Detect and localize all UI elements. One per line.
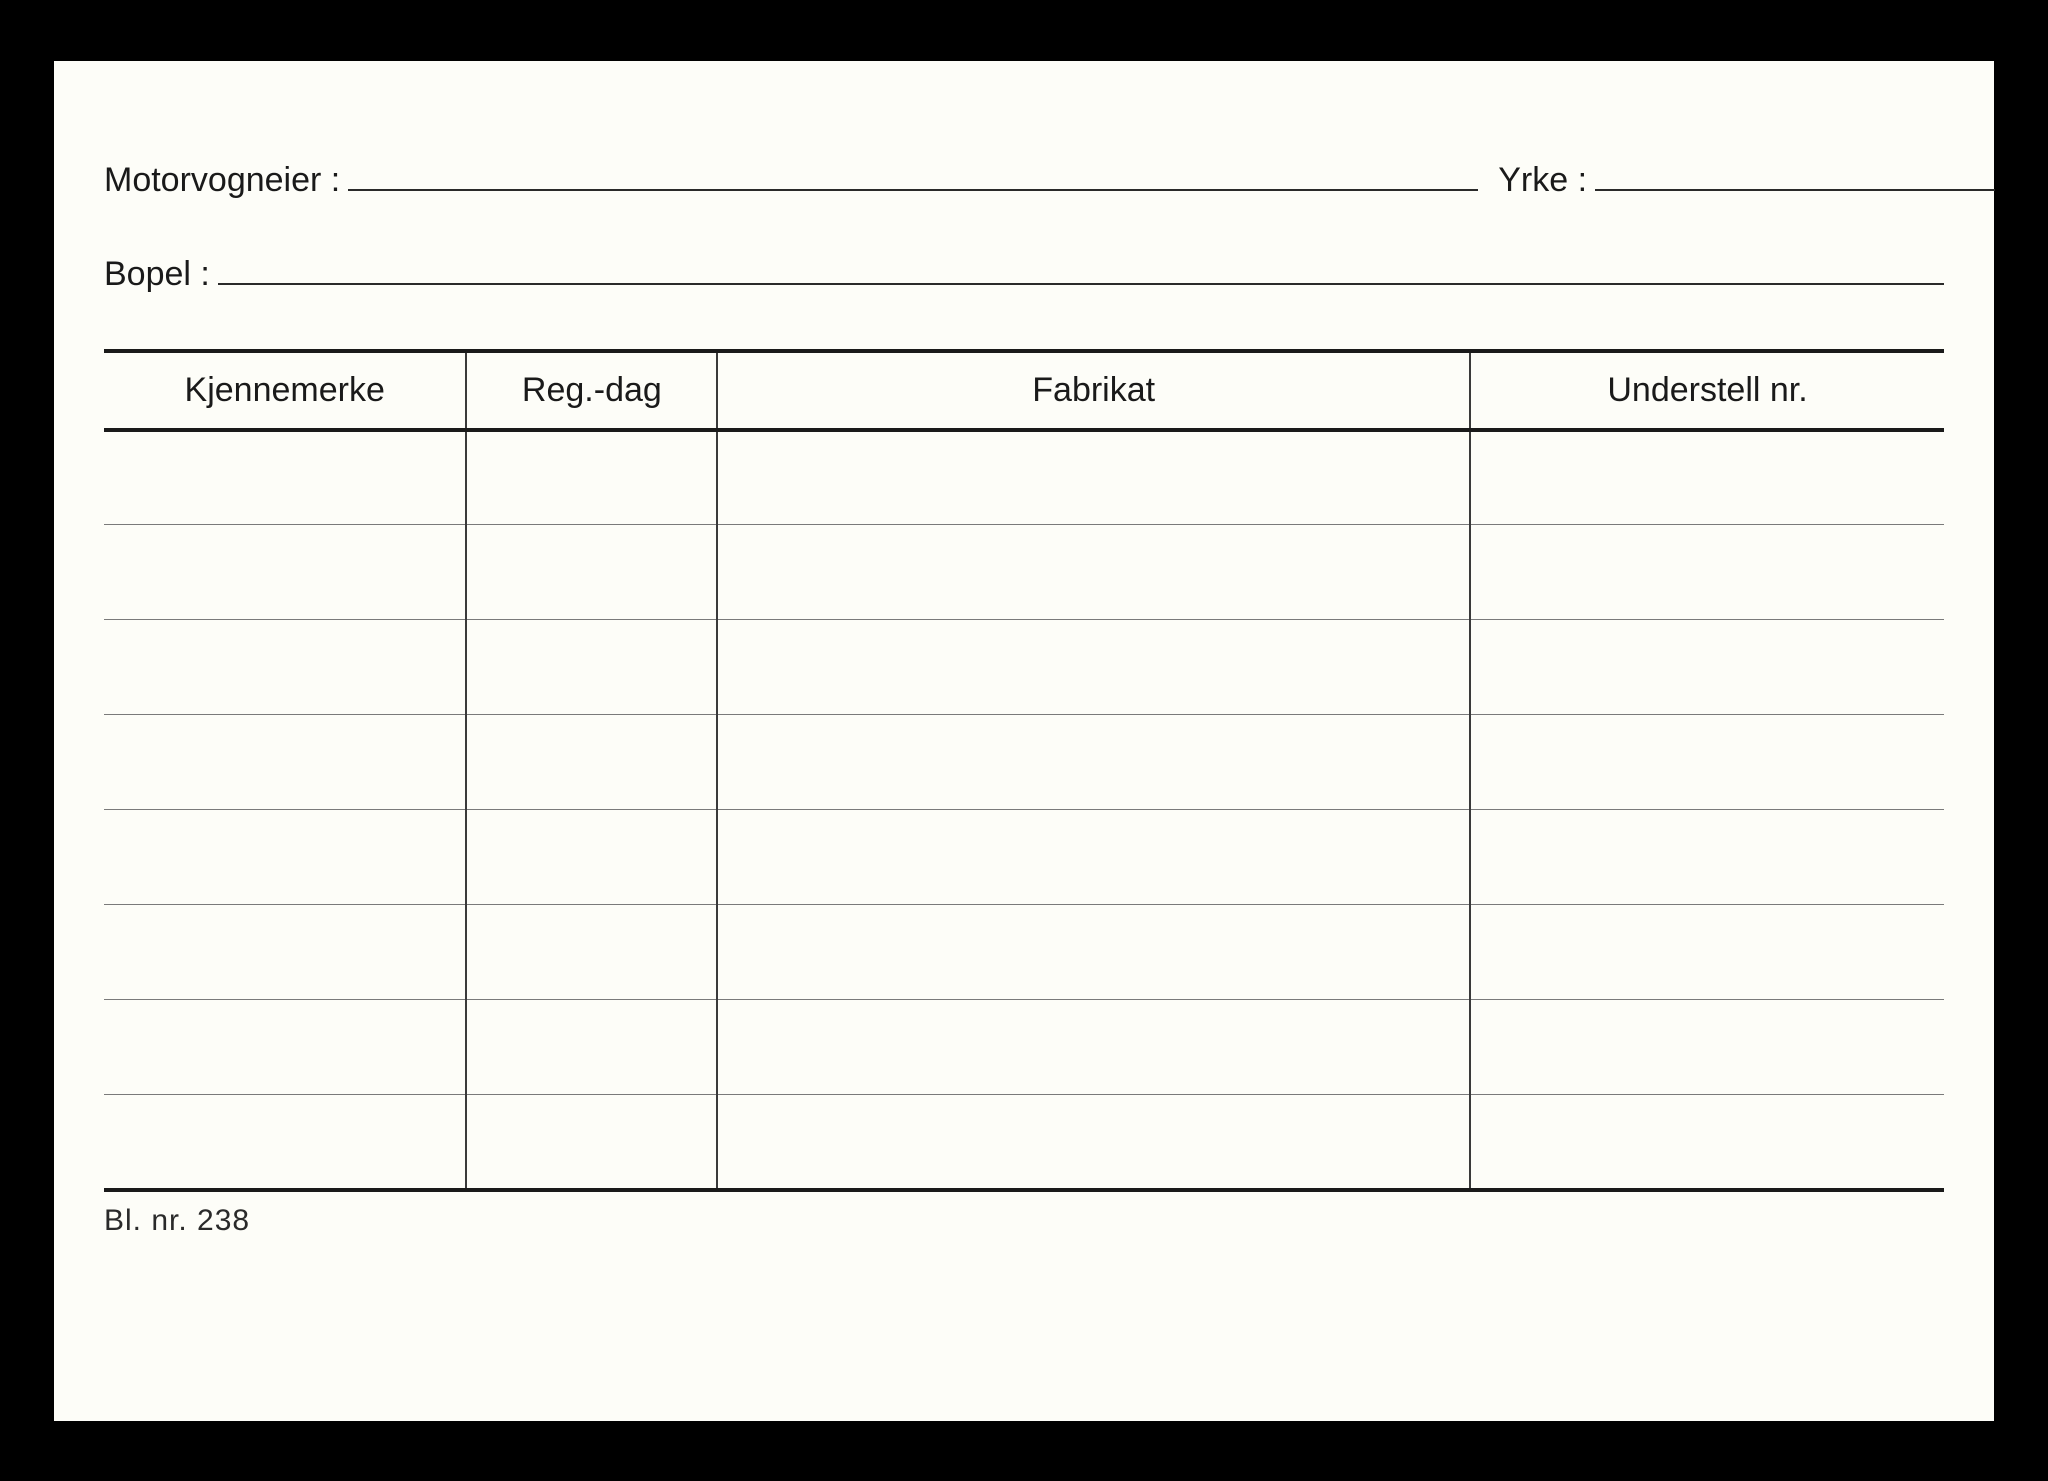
- cell-regdag: [466, 810, 717, 905]
- cell-understell: [1470, 430, 1944, 525]
- table-row: [104, 905, 1944, 1000]
- cell-kjennemerke: [104, 715, 466, 810]
- col-header-kjennemerke: Kjennemerke: [104, 351, 466, 430]
- cell-regdag: [466, 1000, 717, 1095]
- yrke-field: Yrke :: [1498, 161, 1995, 200]
- cell-understell: [1470, 1000, 1944, 1095]
- field-row-1: Motorvogneier : Yrke :: [104, 161, 1944, 200]
- yrke-label: Yrke :: [1498, 161, 1595, 200]
- table-row: [104, 810, 1944, 905]
- col-header-regdag: Reg.-dag: [466, 351, 717, 430]
- table-row: [104, 715, 1944, 810]
- cell-regdag: [466, 430, 717, 525]
- cell-kjennemerke: [104, 525, 466, 620]
- cell-fabrikat: [717, 1095, 1470, 1190]
- cell-fabrikat: [717, 525, 1470, 620]
- yrke-line: [1595, 163, 1995, 191]
- motorvogneier-label: Motorvogneier :: [104, 161, 348, 200]
- motorvogneier-field: Motorvogneier :: [104, 161, 1478, 200]
- cell-fabrikat: [717, 430, 1470, 525]
- bopel-line: [218, 257, 1944, 285]
- cell-regdag: [466, 905, 717, 1000]
- cell-understell: [1470, 715, 1944, 810]
- cell-kjennemerke: [104, 1095, 466, 1190]
- cell-fabrikat: [717, 905, 1470, 1000]
- cell-understell: [1470, 810, 1944, 905]
- table-row: [104, 525, 1944, 620]
- cell-fabrikat: [717, 620, 1470, 715]
- cell-kjennemerke: [104, 905, 466, 1000]
- table-row: [104, 1000, 1944, 1095]
- registration-card: Motorvogneier : Yrke : Bopel : Kjennemer…: [54, 61, 1994, 1421]
- table-body: [104, 430, 1944, 1190]
- cell-understell: [1470, 905, 1944, 1000]
- col-header-understell: Understell nr.: [1470, 351, 1944, 430]
- cell-fabrikat: [717, 1000, 1470, 1095]
- cell-understell: [1470, 620, 1944, 715]
- table-row: [104, 620, 1944, 715]
- field-row-2: Bopel :: [104, 255, 1944, 294]
- cell-kjennemerke: [104, 620, 466, 715]
- cell-regdag: [466, 620, 717, 715]
- cell-fabrikat: [717, 715, 1470, 810]
- col-header-fabrikat: Fabrikat: [717, 351, 1470, 430]
- cell-regdag: [466, 525, 717, 620]
- cell-understell: [1470, 525, 1944, 620]
- registration-table-container: Kjennemerke Reg.-dag Fabrikat Understell…: [104, 349, 1944, 1192]
- cell-regdag: [466, 1095, 717, 1190]
- table-header-row: Kjennemerke Reg.-dag Fabrikat Understell…: [104, 351, 1944, 430]
- table-row: [104, 1095, 1944, 1190]
- cell-kjennemerke: [104, 810, 466, 905]
- motorvogneier-line: [348, 163, 1478, 191]
- cell-regdag: [466, 715, 717, 810]
- cell-fabrikat: [717, 810, 1470, 905]
- registration-table: Kjennemerke Reg.-dag Fabrikat Understell…: [104, 349, 1944, 1192]
- bopel-label: Bopel :: [104, 255, 218, 294]
- cell-kjennemerke: [104, 430, 466, 525]
- cell-understell: [1470, 1095, 1944, 1190]
- form-number: Bl. nr. 238: [104, 1204, 1944, 1238]
- table-row: [104, 430, 1944, 525]
- cell-kjennemerke: [104, 1000, 466, 1095]
